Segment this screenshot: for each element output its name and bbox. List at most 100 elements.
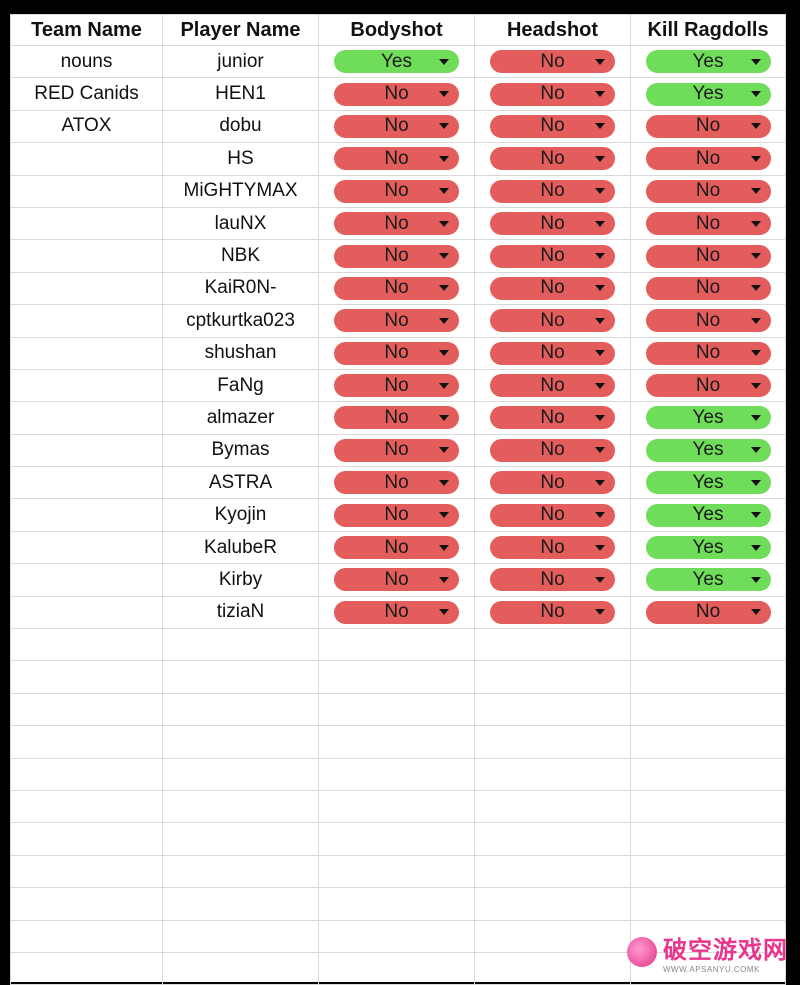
dropdown-arrow-icon[interactable]: [439, 447, 449, 454]
bodyshot-dropdown[interactable]: No: [334, 568, 459, 592]
headshot-dropdown[interactable]: No: [490, 568, 615, 592]
dropdown-arrow-icon[interactable]: [595, 512, 605, 519]
team-name-cell[interactable]: RED Canids: [10, 77, 163, 111]
empty-cell[interactable]: [10, 628, 163, 662]
empty-cell[interactable]: [630, 822, 786, 856]
empty-cell[interactable]: [474, 854, 631, 889]
bodyshot-dropdown[interactable]: No: [334, 309, 459, 333]
empty-cell[interactable]: [162, 660, 319, 694]
dropdown-arrow-icon[interactable]: [750, 58, 761, 65]
empty-cell[interactable]: [318, 692, 475, 727]
ragdolls-dropdown[interactable]: No: [645, 212, 771, 236]
empty-cell[interactable]: [318, 628, 475, 662]
empty-cell[interactable]: [10, 822, 163, 856]
dropdown-arrow-icon[interactable]: [595, 123, 605, 130]
dropdown-arrow-icon[interactable]: [750, 123, 761, 130]
dropdown-arrow-icon[interactable]: [439, 609, 449, 616]
ragdolls-dropdown[interactable]: Yes: [645, 536, 771, 560]
ragdolls-dropdown[interactable]: No: [645, 244, 771, 268]
player-name-cell[interactable]: ASTRA: [162, 466, 319, 500]
ragdolls-dropdown[interactable]: Yes: [645, 503, 771, 527]
dropdown-arrow-icon[interactable]: [595, 317, 605, 324]
empty-cell[interactable]: [10, 757, 163, 791]
empty-cell[interactable]: [474, 660, 631, 694]
empty-cell[interactable]: [162, 628, 319, 662]
team-name-cell[interactable]: nouns: [10, 44, 163, 79]
headshot-dropdown[interactable]: No: [490, 147, 615, 171]
player-name-cell[interactable]: Bymas: [162, 433, 319, 468]
headshot-dropdown[interactable]: No: [490, 503, 615, 527]
player-name-cell[interactable]: shushan: [162, 336, 319, 370]
dropdown-arrow-icon[interactable]: [750, 479, 761, 486]
empty-cell[interactable]: [162, 887, 319, 921]
dropdown-arrow-icon[interactable]: [750, 382, 761, 389]
ragdolls-dropdown[interactable]: Yes: [645, 568, 771, 592]
team-name-cell[interactable]: [10, 174, 163, 208]
team-name-cell[interactable]: [10, 595, 163, 630]
empty-cell[interactable]: [10, 725, 163, 759]
headshot-dropdown[interactable]: No: [490, 212, 615, 236]
dropdown-arrow-icon[interactable]: [439, 123, 449, 130]
dropdown-arrow-icon[interactable]: [595, 382, 605, 389]
dropdown-arrow-icon[interactable]: [439, 253, 449, 260]
ragdolls-dropdown[interactable]: No: [645, 341, 771, 365]
bodyshot-dropdown[interactable]: No: [334, 503, 459, 527]
bodyshot-dropdown[interactable]: No: [334, 341, 459, 365]
empty-cell[interactable]: [318, 757, 475, 791]
team-name-cell[interactable]: [10, 433, 163, 468]
dropdown-arrow-icon[interactable]: [750, 155, 761, 162]
headshot-dropdown[interactable]: No: [490, 179, 615, 203]
empty-cell[interactable]: [630, 660, 786, 694]
player-name-cell[interactable]: HS: [162, 142, 319, 176]
empty-cell[interactable]: [474, 692, 631, 727]
ragdolls-dropdown[interactable]: No: [645, 114, 771, 138]
player-name-cell[interactable]: junior: [162, 44, 319, 79]
empty-cell[interactable]: [162, 919, 319, 953]
empty-cell[interactable]: [474, 919, 631, 953]
team-name-cell[interactable]: [10, 401, 163, 435]
ragdolls-dropdown[interactable]: Yes: [645, 50, 771, 74]
ragdolls-dropdown[interactable]: No: [645, 309, 771, 333]
dropdown-arrow-icon[interactable]: [595, 544, 605, 551]
player-name-cell[interactable]: almazer: [162, 401, 319, 435]
dropdown-arrow-icon[interactable]: [439, 414, 449, 421]
ragdolls-dropdown[interactable]: Yes: [645, 438, 771, 462]
team-name-cell[interactable]: [10, 271, 163, 306]
empty-cell[interactable]: [318, 822, 475, 856]
dropdown-arrow-icon[interactable]: [750, 350, 761, 357]
player-name-cell[interactable]: FaNg: [162, 368, 319, 403]
headshot-dropdown[interactable]: No: [490, 114, 615, 138]
player-name-cell[interactable]: MiGHTYMAX: [162, 174, 319, 208]
empty-cell[interactable]: [474, 822, 631, 856]
empty-cell[interactable]: [162, 789, 319, 824]
dropdown-arrow-icon[interactable]: [439, 544, 449, 551]
dropdown-arrow-icon[interactable]: [750, 91, 761, 98]
headshot-dropdown[interactable]: No: [490, 341, 615, 365]
headshot-dropdown[interactable]: No: [490, 406, 615, 430]
empty-cell[interactable]: [474, 628, 631, 662]
dropdown-arrow-icon[interactable]: [750, 512, 761, 519]
dropdown-arrow-icon[interactable]: [750, 609, 761, 616]
empty-cell[interactable]: [162, 757, 319, 791]
empty-cell[interactable]: [318, 919, 475, 953]
empty-cell[interactable]: [162, 692, 319, 727]
bodyshot-dropdown[interactable]: No: [334, 147, 459, 171]
team-name-cell[interactable]: [10, 239, 163, 273]
empty-cell[interactable]: [162, 951, 319, 985]
empty-cell[interactable]: [318, 660, 475, 694]
empty-cell[interactable]: [630, 887, 786, 921]
dropdown-arrow-icon[interactable]: [595, 350, 605, 357]
headshot-dropdown[interactable]: No: [490, 82, 615, 106]
dropdown-arrow-icon[interactable]: [595, 414, 605, 421]
bodyshot-dropdown[interactable]: No: [334, 114, 459, 138]
empty-cell[interactable]: [630, 789, 786, 824]
empty-cell[interactable]: [474, 951, 631, 985]
dropdown-arrow-icon[interactable]: [595, 285, 605, 292]
empty-cell[interactable]: [630, 692, 786, 727]
ragdolls-dropdown[interactable]: No: [645, 147, 771, 171]
player-name-cell[interactable]: NBK: [162, 239, 319, 273]
team-name-cell[interactable]: [10, 142, 163, 176]
dropdown-arrow-icon[interactable]: [439, 220, 449, 227]
empty-cell[interactable]: [10, 919, 163, 953]
bodyshot-dropdown[interactable]: No: [334, 244, 459, 268]
